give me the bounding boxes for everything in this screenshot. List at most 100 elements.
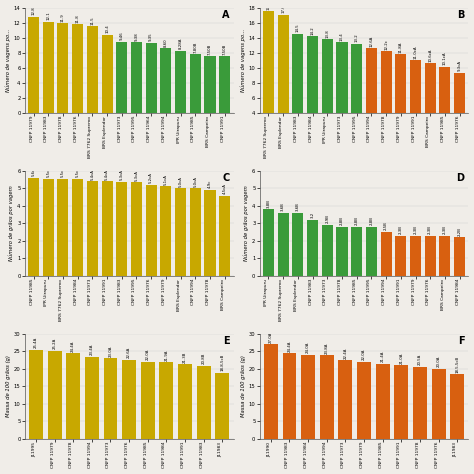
Text: 18.8-5cB: 18.8-5cB [220, 354, 224, 371]
Text: A: A [222, 9, 229, 19]
Bar [101, 35, 113, 113]
Bar [395, 54, 406, 113]
Text: 10.1cA: 10.1cA [443, 52, 447, 65]
Text: 4,9c: 4,9c [208, 180, 212, 188]
Bar [159, 362, 173, 439]
Text: 5,4cA: 5,4cA [91, 169, 94, 180]
Text: 5,5cA: 5,5cA [61, 166, 65, 177]
Bar [219, 196, 230, 276]
Bar [454, 237, 465, 276]
Bar [394, 365, 408, 439]
Y-axis label: Número de grãos por vagem: Número de grãos por vagem [244, 185, 249, 261]
Bar [66, 354, 80, 439]
Text: 24.4A: 24.4A [288, 340, 292, 352]
Bar [432, 369, 446, 439]
Bar [439, 236, 450, 276]
Text: 27.0A: 27.0A [269, 331, 273, 343]
Text: 11.8: 11.8 [76, 14, 80, 23]
Bar [146, 43, 157, 113]
Bar [131, 42, 142, 113]
Text: 21.4A: 21.4A [381, 351, 385, 362]
Text: 8,60: 8,60 [164, 38, 168, 46]
Text: 11.8A: 11.8A [399, 41, 403, 53]
Text: 9,46: 9,46 [120, 31, 124, 40]
Text: 5,1cA: 5,1cA [164, 174, 168, 185]
Bar [381, 232, 392, 276]
Bar [72, 24, 83, 113]
Bar [292, 213, 303, 276]
Bar [413, 367, 427, 439]
Bar [190, 188, 201, 276]
Text: 22.0A: 22.0A [146, 349, 150, 360]
Text: 21.0A: 21.0A [399, 352, 403, 364]
Text: 2,3B: 2,3B [428, 225, 432, 234]
Text: 24.4A: 24.4A [71, 340, 75, 352]
Bar [160, 186, 172, 276]
Bar [307, 220, 318, 276]
Text: 11.9: 11.9 [61, 13, 65, 22]
Text: 2,8B: 2,8B [340, 216, 344, 225]
Text: 7,80B: 7,80B [193, 41, 197, 53]
Bar [160, 48, 172, 113]
Text: 12.6A: 12.6A [369, 36, 374, 46]
Text: 2,9B: 2,9B [325, 215, 329, 223]
Text: 10.4: 10.4 [105, 24, 109, 33]
Bar [395, 236, 406, 276]
Bar [283, 354, 296, 439]
Text: 12.2c: 12.2c [384, 39, 388, 50]
Text: 14.5: 14.5 [296, 24, 300, 32]
Text: 5,3cA: 5,3cA [135, 170, 138, 181]
Bar [410, 60, 421, 113]
Text: 23.4A: 23.4A [90, 344, 94, 356]
Text: 9,38: 9,38 [135, 32, 138, 41]
Text: 20.5A: 20.5A [418, 354, 422, 365]
Bar [47, 351, 62, 439]
Text: 23.8A: 23.8A [325, 343, 329, 354]
Bar [381, 51, 392, 113]
Bar [450, 374, 464, 439]
Bar [410, 236, 421, 276]
Text: 14.2: 14.2 [310, 26, 315, 35]
Text: 2,5B: 2,5B [384, 222, 388, 230]
Text: 21.9A: 21.9A [164, 349, 168, 361]
Bar [175, 51, 186, 113]
Text: 7,50B: 7,50B [208, 44, 212, 55]
Bar [425, 236, 436, 276]
Bar [146, 185, 157, 276]
Text: 5,5cA: 5,5cA [76, 166, 80, 177]
Y-axis label: Número de vagens po...: Número de vagens po... [240, 28, 246, 92]
Text: 2,3B: 2,3B [413, 225, 418, 234]
Text: 23.0A: 23.0A [109, 346, 112, 357]
Bar [425, 63, 436, 113]
Text: E: E [223, 336, 229, 346]
Bar [197, 366, 210, 439]
Text: 22.6A: 22.6A [127, 347, 131, 358]
Bar [278, 15, 289, 113]
Text: 25.2A: 25.2A [53, 338, 56, 349]
Text: 13.2: 13.2 [355, 33, 359, 42]
Bar [87, 181, 98, 276]
Bar [103, 358, 118, 439]
Text: 3,6B: 3,6B [296, 202, 300, 211]
Text: 18.5-5cB: 18.5-5cB [455, 356, 459, 373]
Text: 2,3B: 2,3B [443, 225, 447, 234]
Bar [72, 179, 83, 276]
Text: 13.8: 13.8 [325, 29, 329, 37]
Text: 5,2cA: 5,2cA [149, 172, 153, 183]
Bar [264, 344, 278, 439]
Y-axis label: Massa de 100 grãos (g): Massa de 100 grãos (g) [6, 356, 11, 417]
Text: 13.4: 13.4 [340, 32, 344, 41]
Text: 9,35: 9,35 [149, 32, 153, 41]
Text: 7,50B: 7,50B [223, 44, 227, 55]
Text: 3,6B: 3,6B [281, 202, 285, 211]
Text: 5,4cA: 5,4cA [105, 169, 109, 180]
Bar [366, 48, 377, 113]
Bar [28, 178, 39, 276]
Bar [376, 364, 390, 439]
Bar [278, 213, 289, 276]
Text: 20.0A: 20.0A [437, 356, 441, 367]
Bar [131, 182, 142, 276]
Bar [439, 67, 450, 113]
Bar [43, 179, 54, 276]
Bar [101, 181, 113, 276]
